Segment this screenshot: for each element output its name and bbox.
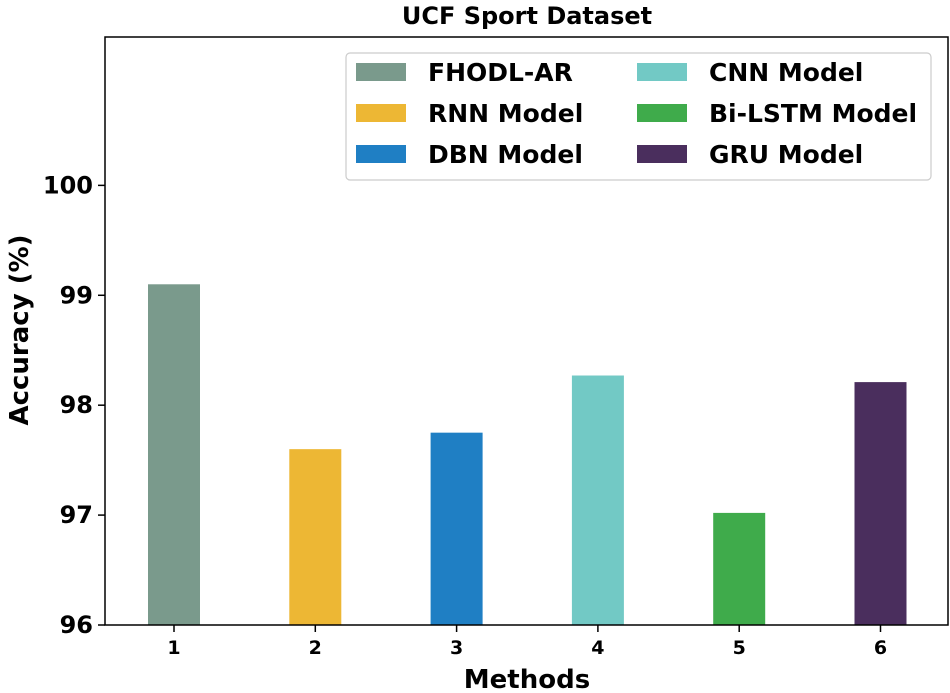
y-tick-label: 99	[60, 281, 93, 309]
chart-title: UCF Sport Dataset	[402, 2, 652, 30]
legend-label-4: CNN Model	[709, 58, 863, 87]
legend-label-5: Bi-LSTM Model	[709, 99, 917, 128]
legend-swatch-1	[356, 63, 406, 81]
legend-label-3: DBN Model	[428, 140, 583, 169]
x-axis-label: Methods	[464, 665, 590, 693]
bar-1	[148, 284, 200, 625]
y-tick-label: 96	[60, 611, 93, 639]
legend-swatch-4	[637, 63, 687, 81]
legend: FHODL-AR RNN Model DBN Model CNN Model Bi-LS…	[345, 52, 932, 181]
x-tick-label: 6	[874, 637, 887, 659]
legend-swatch-6	[637, 145, 687, 163]
bar-5	[713, 512, 766, 625]
plot-area	[104, 36, 949, 626]
bar-3	[430, 432, 483, 625]
x-tick-label: 1	[167, 637, 180, 659]
legend-label-2: RNN Model	[428, 99, 583, 128]
legend-swatch-5	[637, 104, 687, 122]
bar-2	[289, 449, 342, 625]
bar-4	[571, 375, 624, 625]
y-tick-label: 100	[43, 171, 93, 199]
x-tick-label: 3	[450, 637, 463, 659]
legend-label-1: FHODL-AR	[428, 58, 573, 87]
y-tick-label: 97	[60, 501, 93, 529]
bar-6	[854, 382, 907, 625]
x-tick-label: 2	[309, 637, 322, 659]
x-tick-label: 4	[591, 637, 604, 659]
legend-swatch-2	[356, 104, 406, 122]
y-tick-label: 98	[60, 391, 93, 419]
x-tick-label: 5	[733, 637, 746, 659]
legend-label-6: GRU Model	[709, 140, 863, 169]
legend-swatch-3	[356, 145, 406, 163]
y-axis-label: Accuracy (%)	[5, 234, 35, 425]
